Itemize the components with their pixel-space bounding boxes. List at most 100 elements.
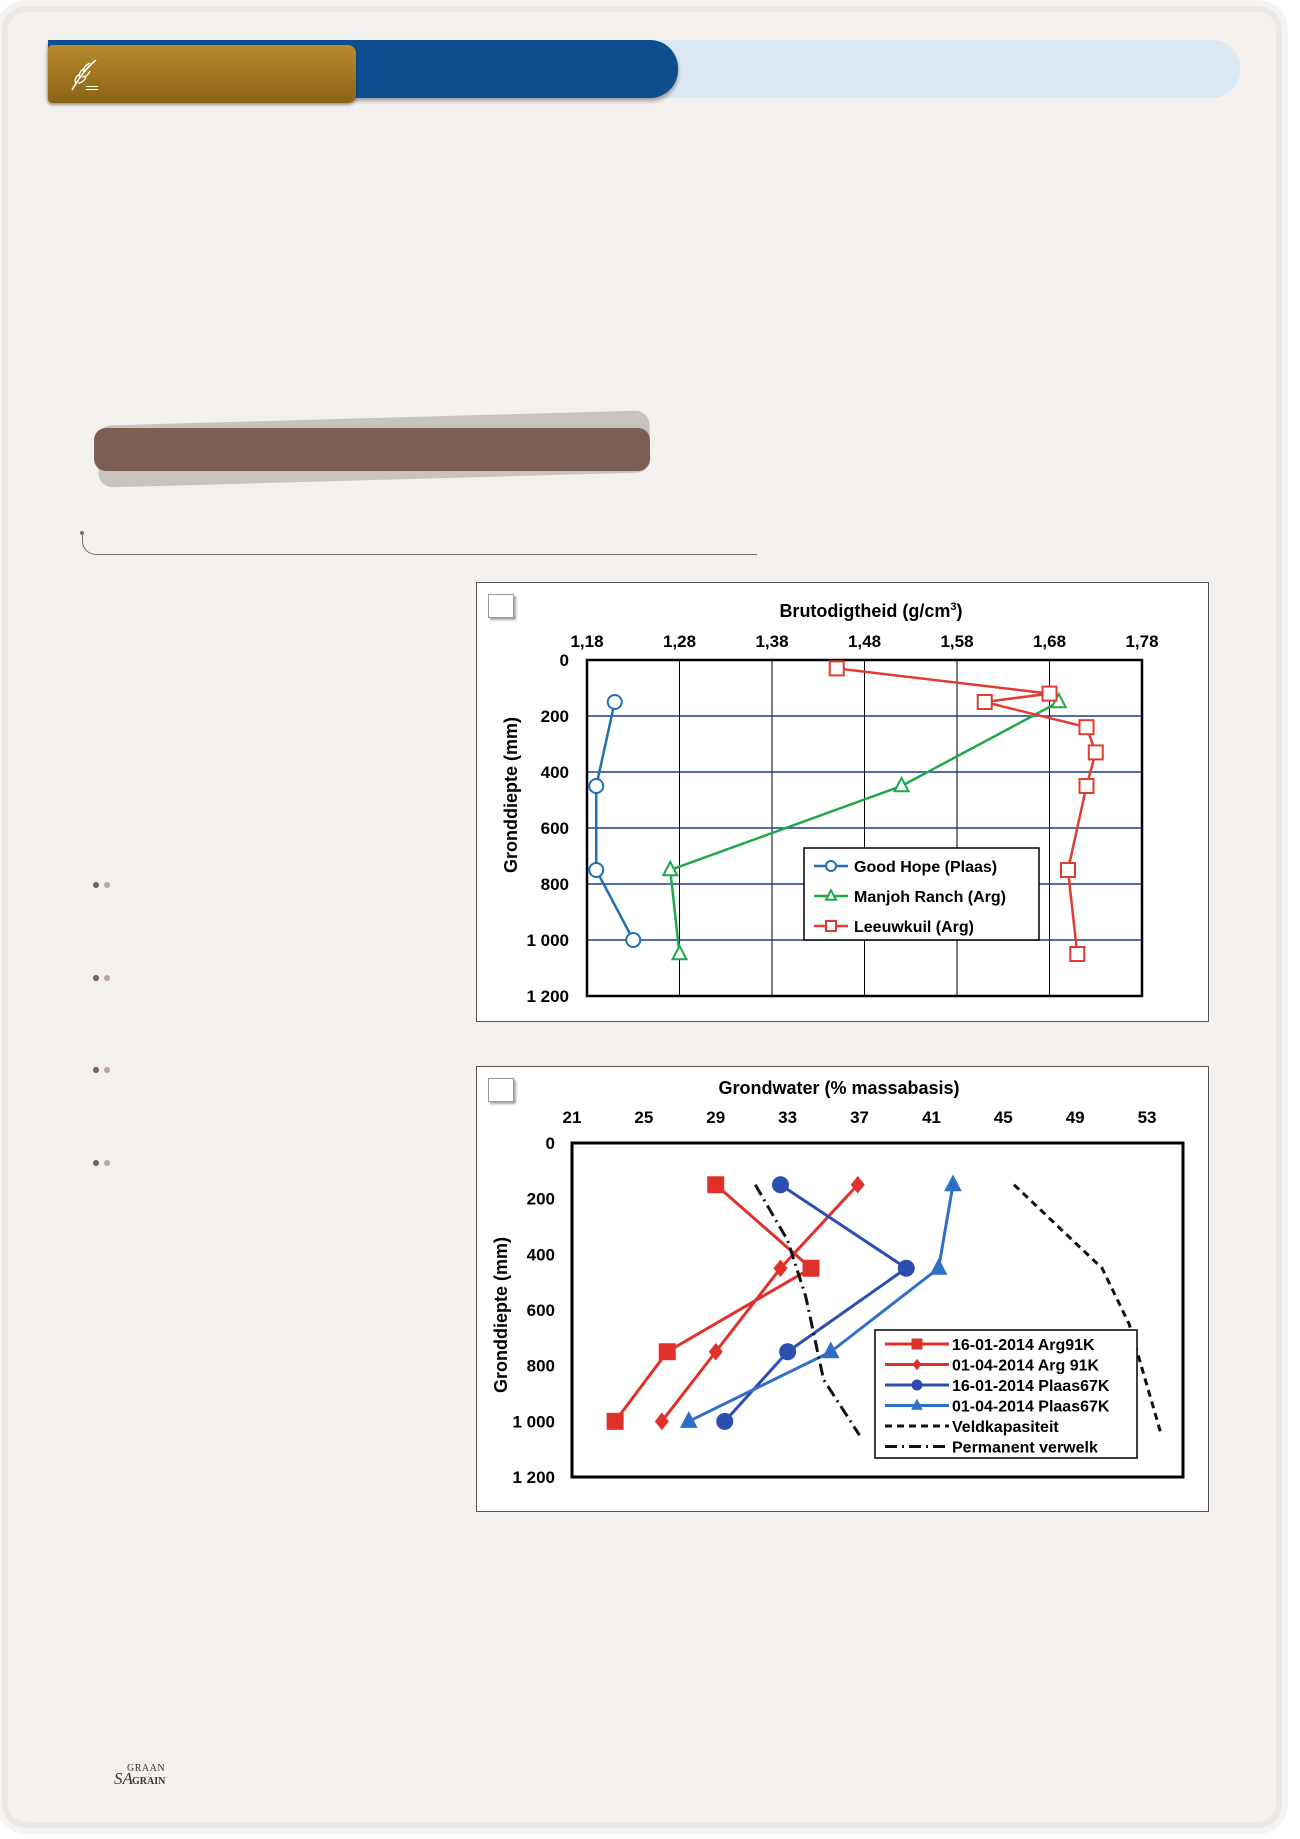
y-tick-label: 400 — [541, 763, 569, 782]
figure-label-box — [488, 1078, 514, 1102]
bullet-marker — [93, 1067, 115, 1075]
data-point — [588, 778, 605, 794]
series-line — [723, 1183, 909, 1423]
data-point — [679, 1411, 698, 1428]
data-point — [716, 1412, 734, 1430]
legend-label: Permanent verwelk — [952, 1440, 1098, 1457]
logo-graan-text: GRAAN — [127, 1763, 166, 1774]
legend-label: Manjoh Ranch (Arg) — [854, 889, 1006, 906]
bulk-density-chart: Brutodigtheid (g/cm3) Gronddiepte (mm) 1… — [476, 582, 1209, 1022]
x-tick-label: 53 — [1138, 1108, 1157, 1127]
data-point — [708, 1342, 723, 1361]
series-line — [1013, 1183, 1163, 1436]
series-line — [660, 1183, 859, 1423]
data-point — [779, 1343, 797, 1361]
logo-grain-text: GRAIN — [132, 1776, 166, 1787]
x-tick-label: 1,48 — [848, 632, 881, 651]
x-tick-label: 21 — [563, 1108, 582, 1127]
plot-frame — [585, 658, 1144, 998]
x-tick-label: 45 — [994, 1108, 1013, 1127]
data-point — [1087, 744, 1104, 761]
y-tick-label: 1 000 — [512, 1412, 555, 1431]
rule-dot — [80, 531, 84, 535]
data-point — [828, 660, 845, 677]
section-banner — [94, 428, 650, 471]
legend-box — [803, 847, 1040, 941]
y-tick-label: 0 — [546, 1134, 555, 1153]
bulk-density-svg: Brutodigtheid (g/cm3) Gronddiepte (mm) 1… — [501, 601, 1159, 1006]
legend-label: 01-04-2014 Arg 91K — [952, 1358, 1099, 1375]
x-tick-label: 49 — [1066, 1108, 1085, 1127]
data-point — [911, 1379, 923, 1391]
legend-box — [874, 1329, 1138, 1459]
data-point — [707, 1176, 725, 1194]
data-point — [670, 943, 689, 961]
y-tick-label: 400 — [527, 1245, 555, 1264]
x-tick-label: 1,28 — [663, 632, 696, 651]
y-axis-label: Gronddiepte (mm) — [491, 1237, 511, 1393]
legend-label: Leeuwkuil (Arg) — [854, 919, 974, 936]
y-tick-label: 1 200 — [526, 987, 569, 1006]
series-line — [595, 701, 635, 941]
data-point — [911, 1338, 923, 1350]
wheat-logo-icon — [71, 59, 98, 91]
y-tick-label: 200 — [541, 707, 569, 726]
series-line — [613, 1183, 814, 1423]
y-tick-label: 200 — [527, 1190, 555, 1209]
data-point — [1060, 862, 1076, 878]
data-point — [606, 694, 623, 710]
soil-water-chart: Grondwater (% massabasis) Gronddiepte (m… — [476, 1066, 1209, 1512]
bullet-marker — [93, 975, 115, 983]
data-point — [661, 859, 679, 877]
series-line — [836, 667, 1098, 955]
x-tick-label: 1,68 — [1033, 632, 1066, 651]
x-tick-label: 33 — [778, 1108, 797, 1127]
y-tick-label: 600 — [527, 1301, 555, 1320]
x-tick-label: 1,58 — [940, 632, 973, 651]
data-point — [944, 1174, 962, 1192]
logo-sa-text: SA — [114, 1769, 133, 1788]
legend-label: 16-01-2014 Plaas67K — [952, 1378, 1110, 1395]
data-point — [1078, 719, 1095, 736]
y-tick-label: 1 200 — [512, 1468, 555, 1487]
data-point — [912, 1358, 922, 1371]
data-point — [976, 694, 993, 710]
section-rule — [82, 534, 757, 555]
bullet-marker — [93, 882, 115, 890]
x-tick-label: 1,18 — [570, 632, 603, 651]
data-point — [897, 1259, 915, 1277]
legend-label: Good Hope (Plaas) — [854, 859, 997, 876]
soil-water-svg: Grondwater (% massabasis) Gronddiepte (m… — [491, 1078, 1185, 1487]
y-tick-label: 0 — [560, 651, 569, 670]
data-point — [1041, 685, 1058, 702]
data-point — [892, 775, 911, 793]
bullet-marker — [93, 1160, 115, 1168]
data-point — [825, 920, 837, 932]
series-line — [754, 1183, 861, 1437]
plot-frame — [570, 1141, 1185, 1479]
x-tick-label: 41 — [922, 1108, 941, 1127]
data-point — [802, 1259, 820, 1277]
sa-grain-logo: SA GRAAN GRAIN — [114, 1763, 174, 1793]
x-tick-label: 25 — [634, 1108, 653, 1127]
data-point — [821, 1341, 840, 1359]
y-tick-label: 600 — [541, 819, 569, 838]
chart-title: Grondwater (% massabasis) — [718, 1078, 959, 1098]
x-tick-label: 29 — [706, 1108, 725, 1127]
data-point — [1069, 946, 1086, 962]
y-tick-label: 800 — [541, 875, 569, 894]
legend-label: Veldkapasiteit — [952, 1419, 1059, 1436]
data-point — [771, 1176, 789, 1194]
data-point — [625, 932, 642, 948]
data-point — [911, 1398, 923, 1410]
y-tick-label: 1 000 — [526, 931, 569, 950]
figure-label-box — [488, 594, 514, 618]
chart-title: Brutodigtheid (g/cm3) — [779, 601, 962, 621]
series-line — [688, 1184, 955, 1423]
data-point — [658, 1343, 676, 1361]
data-point — [929, 1257, 948, 1275]
data-point — [606, 1412, 624, 1430]
data-point — [654, 1412, 669, 1431]
data-point — [773, 1259, 788, 1278]
x-tick-label: 1,78 — [1125, 632, 1158, 651]
